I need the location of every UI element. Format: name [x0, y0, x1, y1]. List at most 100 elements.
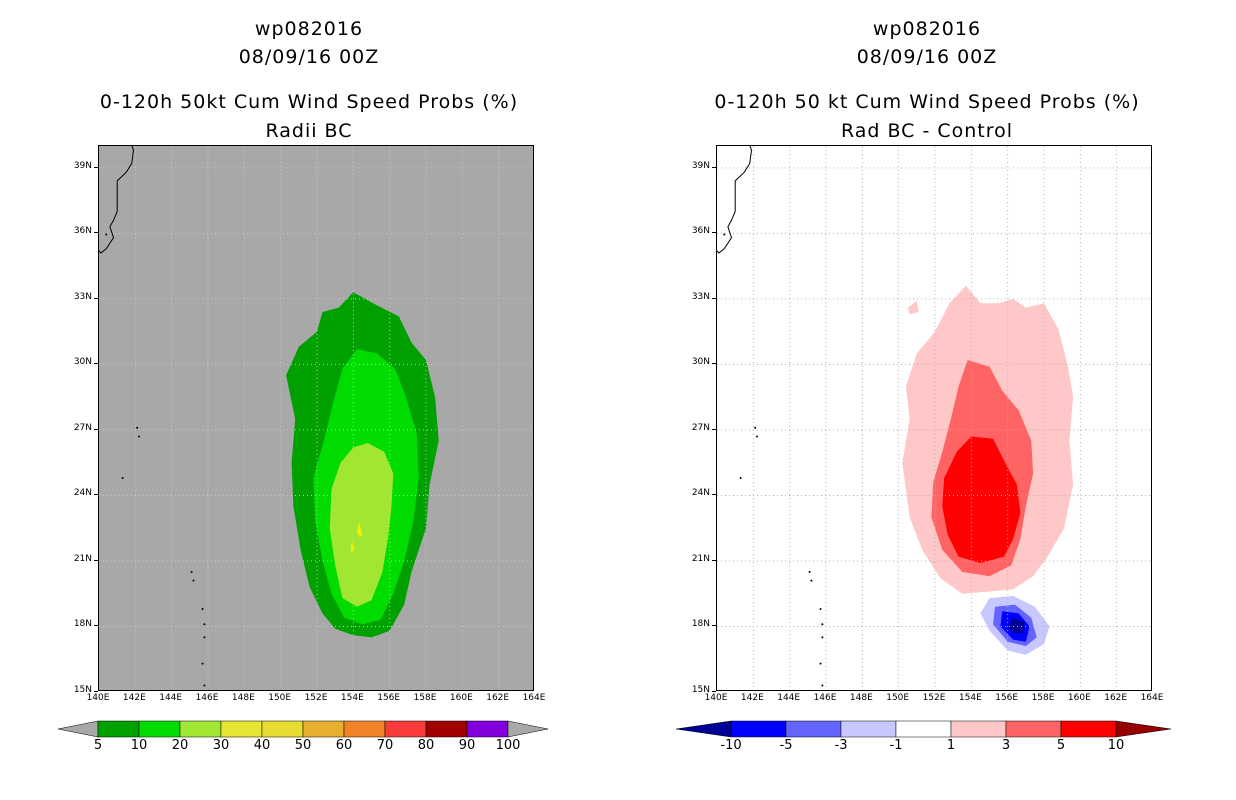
colorbar-high-arrow [1115, 720, 1172, 738]
colorbar-swatch [138, 720, 181, 738]
x-tick-label: 148E [231, 693, 255, 703]
x-tick-label: 148E [849, 693, 873, 703]
chart-title-subtitle: Radii BC [265, 120, 353, 142]
chart-title-storm: wp082016 [872, 18, 982, 40]
contour-1-to-3-1 [907, 301, 919, 315]
island-dot [203, 623, 206, 626]
x-tick-label: 146E [813, 693, 837, 703]
colorbar-swatch [179, 720, 222, 738]
y-tick-mark [712, 428, 716, 430]
island-dot [723, 233, 726, 236]
x-tick-label: 158E [413, 693, 437, 703]
y-tick-mark [712, 691, 716, 692]
chart-title-storm: wp082016 [254, 18, 364, 40]
colorbar-swatch [343, 720, 386, 738]
colorbar-swatch [730, 720, 787, 738]
x-tick-label: 164E [522, 693, 546, 703]
colorbar-label: 80 [417, 738, 435, 753]
y-tick-mark [94, 494, 98, 496]
x-tick-label: 162E [1104, 693, 1128, 703]
island-dot [754, 426, 757, 429]
colorbar-label: 100 [495, 738, 521, 753]
colorbar-label: 3 [1001, 738, 1011, 753]
x-tick-label: 144E [159, 693, 183, 703]
x-tick-label: 160E [449, 693, 473, 703]
y-tick-label: 18N [691, 619, 710, 630]
colorbar-label: 90 [458, 738, 476, 753]
y-tick-label: 15N [73, 685, 92, 695]
colorbar-label: 40 [253, 738, 271, 753]
y-tick-label: 39N [691, 160, 710, 171]
y-tick-mark [94, 428, 98, 430]
y-tick-label: 36N [73, 226, 92, 237]
island-dot [810, 579, 813, 582]
y-tick-label: 30N [73, 357, 92, 368]
colorbar-label: 60 [335, 738, 353, 753]
island-dot [136, 426, 139, 429]
island-dot [190, 570, 193, 573]
island-dot [105, 233, 108, 236]
y-tick-label: 24N [691, 488, 710, 499]
y-tick-mark [94, 297, 98, 299]
island-dot [739, 476, 742, 479]
y-tick-label: 33N [691, 291, 710, 302]
y-tick-mark [712, 232, 716, 234]
contour-20-30-2 [329, 443, 394, 607]
chart-title-date: 08/09/16 00Z [856, 46, 998, 68]
x-tick-label: 150E [268, 693, 292, 703]
x-tick-label: 152E [304, 693, 328, 703]
x-tick-label: 142E [740, 693, 764, 703]
colorbar-label: 10 [130, 738, 148, 753]
colorbar-label: -1 [889, 738, 903, 753]
colorbar-difference [675, 720, 1172, 738]
colorbar-swatch [97, 720, 140, 738]
map-plot-difference [717, 146, 1151, 690]
y-tick-label: 36N [691, 226, 710, 237]
island-dot [203, 684, 206, 687]
x-tick-label: 160E [1067, 693, 1091, 703]
x-tick-label: 142E [122, 693, 146, 703]
x-tick-label: 152E [922, 693, 946, 703]
y-tick-mark [712, 363, 716, 365]
y-tick-label: 24N [73, 488, 92, 499]
y-tick-mark [712, 494, 716, 496]
chart-title-subtitle: Rad BC - Control [840, 120, 1014, 142]
colorbar-label: -10 [720, 738, 742, 753]
coastline-japan [99, 146, 135, 254]
chart-title-product: 0-120h 50kt Cum Wind Speed Probs (%) [99, 91, 519, 113]
chart-title-date: 08/09/16 00Z [238, 46, 380, 68]
y-tick-mark [712, 625, 716, 627]
colorbar-label: 20 [171, 738, 189, 753]
island-dot [819, 662, 822, 665]
y-tick-label: 33N [73, 291, 92, 302]
chart-title-product: 0-120h 50 kt Cum Wind Speed Probs (%) [714, 91, 1140, 113]
colorbar-swatch [220, 720, 263, 738]
colorbar-swatch [840, 720, 897, 738]
y-tick-mark [712, 297, 716, 299]
left-panel: wp082016 08/09/16 00Z 0-120h 50kt Cum Wi… [57, 18, 549, 753]
y-tick-label: 21N [691, 553, 710, 564]
x-tick-label: 156E [995, 693, 1019, 703]
x-tick-label: 150E [886, 693, 910, 703]
island-dot [201, 608, 204, 611]
island-dot [808, 570, 811, 573]
island-dot [192, 579, 195, 582]
x-tick-label: 158E [1031, 693, 1055, 703]
map-area-radii-bc [98, 145, 534, 691]
island-dot [203, 636, 206, 639]
x-tick-label: 162E [486, 693, 510, 703]
colorbar-label: 50 [294, 738, 312, 753]
y-tick-label: 21N [73, 553, 92, 564]
island-dot [821, 623, 824, 626]
x-tick-label: 146E [195, 693, 219, 703]
y-tick-label: 30N [691, 357, 710, 368]
island-dot [137, 435, 140, 438]
y-tick-label: 18N [73, 619, 92, 630]
x-tick-label: 164E [1140, 693, 1164, 703]
x-tick-label: 154E [958, 693, 982, 703]
colorbar-label: -5 [779, 738, 793, 753]
colorbar-swatch [466, 720, 509, 738]
colorbar-low-arrow [675, 720, 732, 738]
colorbar-label: 1 [946, 738, 956, 753]
colorbar-label: 5 [1056, 738, 1066, 753]
